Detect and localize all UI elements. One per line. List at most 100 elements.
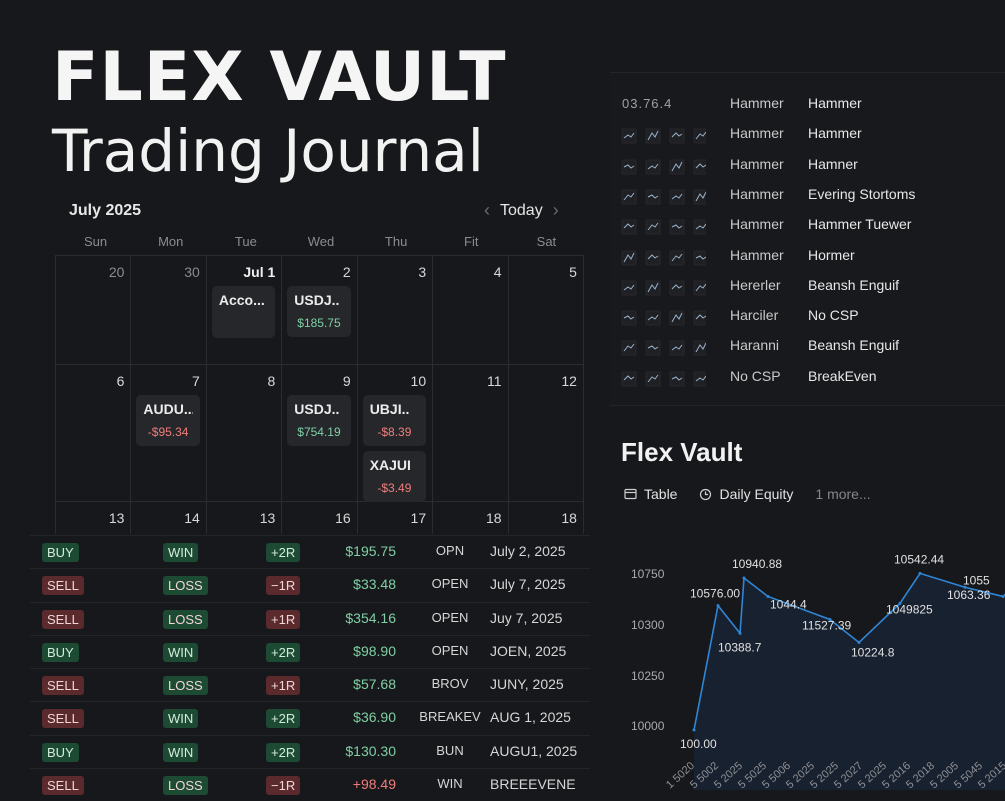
list-item[interactable]: Hererler Beansh Enguif (620, 277, 1000, 307)
list-item[interactable]: 03.76.4 Hammer Hammer (620, 95, 1000, 125)
calendar-day[interactable]: 10 UBJI.. -$8.39 XAJUI -$3.49 (358, 365, 434, 502)
trade-status: WIN (437, 776, 463, 792)
setup-confirmation: BreakEven (808, 367, 877, 384)
calendar-day[interactable]: 16 (282, 502, 358, 534)
data-point (898, 601, 902, 605)
data-point (1001, 594, 1005, 598)
setup-pattern: Haranni (730, 337, 780, 354)
trade-date: AUG 1, 2025 (490, 709, 571, 726)
event-pnl: $185.75 (297, 316, 341, 330)
side-badge: SELL (42, 776, 84, 796)
data-label: 10388.7 (718, 640, 762, 654)
tab-daily-equity-label: Daily Equity (719, 486, 794, 502)
data-point (716, 604, 720, 608)
calendar-day[interactable]: 14 (131, 502, 207, 534)
list-item[interactable]: Hammer Evering Stortoms (620, 186, 1000, 216)
event-pnl: -$95.34 (147, 425, 189, 439)
setup-pattern: No CSP (730, 367, 781, 384)
r-multiple-badge: +1R (266, 609, 301, 629)
trade-event[interactable]: UBJI.. -$8.39 (362, 395, 427, 446)
calendar-day[interactable]: 20 (56, 256, 132, 364)
calendar-day[interactable]: 17 (358, 502, 434, 534)
data-label: 10542.44 (894, 552, 944, 566)
data-label: 1049825 (886, 602, 933, 616)
list-item[interactable]: No CSP BreakEven (620, 368, 1000, 398)
day-number: 17 (410, 510, 427, 526)
list-item[interactable]: Hammer Hormer (620, 247, 1000, 277)
pnl-amount: $130.30 (345, 742, 396, 759)
app-subtitle: Trading Journal (52, 117, 484, 185)
equity-line (693, 572, 1005, 731)
list-item[interactable]: Hammer Hamner (620, 156, 1000, 186)
day-number: 18 (485, 510, 502, 526)
trade-date: Juy 7, 2025 (490, 609, 563, 626)
calendar-day[interactable]: 6 (56, 365, 132, 501)
list-item[interactable]: Hammer Hammer Tuewer (620, 216, 1000, 246)
calendar-day[interactable]: 18 (509, 502, 584, 534)
calendar-day[interactable]: 18 (433, 502, 509, 534)
setup-pattern: Hammer (730, 185, 784, 202)
trade-status: BREAKEV (419, 709, 481, 725)
candlestick-thumbnails-icon (621, 219, 706, 235)
trade-date: July 7, 2025 (490, 576, 566, 593)
more-views-link[interactable]: 1 more... (815, 486, 871, 502)
data-point (738, 631, 742, 635)
table-row[interactable]: SELL LOSS −1R +98.49 WIN BREEEVENE (30, 768, 590, 801)
calendar-grid: 20 30 Jul 1 Acco... 2 USDJ.. $185.75 3 4 5 6 7 AUDU.… (55, 255, 584, 534)
setup-confirmation: Hammer (808, 95, 862, 111)
trade-event[interactable]: Acco... (211, 286, 276, 338)
r-multiple-badge: −1R (266, 576, 301, 596)
calendar-day[interactable]: Jul 1 Acco... (207, 256, 283, 364)
table-row[interactable]: BUY WIN +2R $98.90 OPEN JOEN, 2025 (30, 634, 590, 668)
weekday-label: Tue (234, 234, 257, 249)
data-label: 1063.36 (947, 588, 991, 602)
today-button[interactable]: Today (500, 201, 543, 219)
tab-daily-equity[interactable]: Daily Equity (699, 486, 793, 502)
data-label: 1044.4 (770, 597, 807, 611)
calendar-day[interactable]: 2 USDJ.. $185.75 (282, 256, 358, 364)
tab-table[interactable]: Table (624, 486, 677, 502)
trade-status: OPEN (431, 576, 469, 592)
calendar-day[interactable]: 3 (358, 256, 434, 364)
trade-date: BREEEVENE (490, 776, 576, 793)
list-item[interactable]: Harciler No CSP (620, 307, 1000, 337)
table-row[interactable]: SELL WIN +2R $36.90 BREAKEV AUG 1, 2025 (30, 701, 590, 734)
calendar-day[interactable]: 5 (509, 256, 584, 364)
calendar-day[interactable]: 8 (207, 365, 283, 501)
weekday-label: Sat (536, 234, 557, 249)
day-number: Jul 1 (243, 264, 276, 280)
calendar-day[interactable]: 30 (131, 256, 207, 364)
table-row[interactable]: SELL LOSS −1R $33.48 OPEN July 7, 2025 (30, 568, 590, 601)
result-badge: WIN (163, 709, 199, 729)
trade-event[interactable]: AUDU... -$95.34 (136, 395, 200, 446)
day-number: 11 (486, 373, 502, 389)
trade-event[interactable]: USDJ.. $754.19 (287, 395, 351, 446)
table-row[interactable]: SELL LOSS +1R $354.16 OPEN Juy 7, 2025 (30, 601, 590, 635)
trade-event[interactable]: USDJ.. $185.75 (287, 286, 351, 337)
day-number: 18 (561, 510, 577, 526)
calendar-day[interactable]: 9 USDJ.. $754.19 (282, 365, 358, 501)
result-badge: LOSS (163, 676, 208, 696)
calendar-day[interactable]: 12 (509, 365, 584, 501)
chevron-right-icon[interactable]: › (552, 200, 559, 220)
result-badge: WIN (163, 642, 199, 662)
table-row[interactable]: BUY WIN +2R $130.30 BUN AUGU1, 2025 (30, 734, 590, 768)
event-symbol: UBJI.. (369, 401, 410, 417)
side-badge: SELL (42, 676, 84, 696)
result-badge: LOSS (163, 609, 208, 629)
day-number: 5 (569, 264, 577, 280)
trade-event[interactable]: XAJUI -$3.49 (362, 451, 427, 502)
table-row[interactable]: BUY WIN +2R $195.75 OPN July 2, 2025 (30, 535, 590, 568)
list-item[interactable]: Haranni Beansh Enguif (620, 337, 1000, 367)
list-item[interactable]: Hammer Hammer (620, 125, 1000, 155)
calendar-day[interactable]: 4 (433, 256, 509, 364)
r-multiple-badge: +1R (266, 676, 301, 696)
data-label: 10576.00 (690, 587, 740, 601)
calendar-day[interactable]: 13 (56, 502, 132, 534)
calendar-day[interactable]: 7 AUDU... -$95.34 (131, 365, 207, 501)
chevron-left-icon[interactable]: ‹ (484, 200, 490, 220)
trade-date: AUGU1, 2025 (490, 742, 578, 759)
calendar-day[interactable]: 11 (433, 365, 509, 501)
table-row[interactable]: SELL LOSS +1R $57.68 BROV JUNY, 2025 (30, 668, 590, 701)
calendar-day[interactable]: 13 (207, 502, 283, 534)
